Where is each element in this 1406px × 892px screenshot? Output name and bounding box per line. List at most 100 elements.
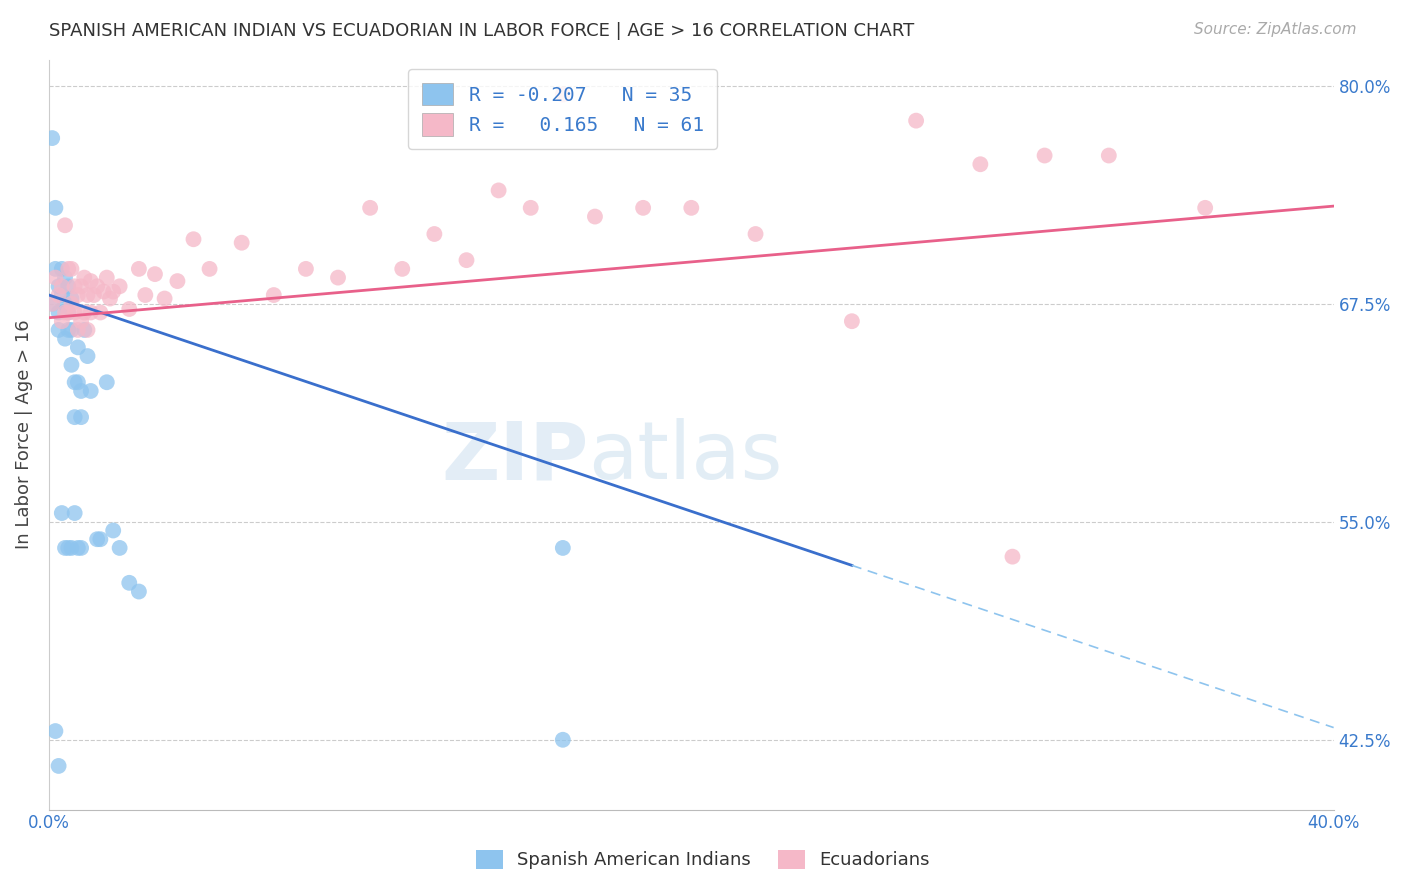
Point [51,288,73,302]
Point [551,732,574,747]
Point [60,323,83,337]
Point [83,288,105,302]
Point [1194,201,1216,215]
Point [76,349,98,363]
Point [66,288,89,302]
Point [51,314,73,328]
Point [60,297,83,311]
Point [96,270,118,285]
Point [66,376,89,390]
Point [51,279,73,293]
Point [183,232,205,246]
Text: ZIP: ZIP [441,418,589,496]
Point [53,332,76,346]
Point [51,506,73,520]
Point [519,201,541,215]
Point [63,376,86,390]
Point [295,261,318,276]
Point [58,261,80,276]
Point [58,323,80,337]
Point [263,288,285,302]
Point [53,270,76,285]
Point [70,279,93,293]
Point [60,358,83,372]
Point [98,292,121,306]
Point [166,274,188,288]
Y-axis label: In Labor Force | Age > 16: In Labor Force | Age > 16 [15,319,32,549]
Point [60,541,83,555]
Point [134,288,156,302]
Point [76,323,98,337]
Point [41,297,63,311]
Point [744,227,766,241]
Point [96,376,118,390]
Point [198,261,221,276]
Point [58,305,80,319]
Point [583,210,606,224]
Point [44,201,66,215]
Point [551,541,574,555]
Point [63,506,86,520]
Point [969,157,991,171]
Point [89,532,111,546]
Point [631,201,654,215]
Point [80,305,103,319]
Point [86,279,108,293]
Point [66,340,89,354]
Point [58,305,80,319]
Point [66,323,89,337]
Point [841,314,863,328]
Point [48,305,70,319]
Point [143,267,166,281]
Point [551,87,574,102]
Point [86,532,108,546]
Point [128,261,150,276]
Point [423,227,446,241]
Point [153,292,176,306]
Text: Source: ZipAtlas.com: Source: ZipAtlas.com [1194,22,1357,37]
Point [681,201,703,215]
Point [128,584,150,599]
Point [73,270,96,285]
Point [103,285,125,299]
Point [70,410,93,425]
Point [1098,148,1121,162]
Point [53,541,76,555]
Legend: Spanish American Indians, Ecuadorians: Spanish American Indians, Ecuadorians [467,841,939,879]
Point [70,314,93,328]
Point [488,183,510,197]
Point [48,759,70,773]
Point [103,524,125,538]
Point [53,297,76,311]
Text: SPANISH AMERICAN INDIAN VS ECUADORIAN IN LABOR FORCE | AGE > 16 CORRELATION CHAR: SPANISH AMERICAN INDIAN VS ECUADORIAN IN… [49,22,914,40]
Point [359,201,381,215]
Point [108,541,131,555]
Point [70,541,93,555]
Point [456,253,478,268]
Point [66,541,89,555]
Point [80,384,103,398]
Point [76,288,98,302]
Point [80,274,103,288]
Point [89,305,111,319]
Point [48,279,70,293]
Point [63,279,86,293]
Point [60,261,83,276]
Point [73,305,96,319]
Point [48,288,70,302]
Point [48,323,70,337]
Point [53,219,76,233]
Point [1001,549,1024,564]
Point [905,113,928,128]
Point [60,292,83,306]
Point [391,261,413,276]
Point [51,261,73,276]
Point [41,297,63,311]
Point [44,270,66,285]
Point [73,323,96,337]
Point [231,235,253,250]
Point [63,410,86,425]
Point [63,305,86,319]
Point [108,279,131,293]
Point [44,724,66,739]
